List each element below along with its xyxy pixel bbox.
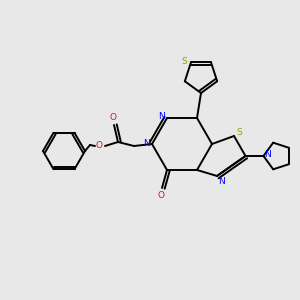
Text: O: O — [110, 113, 116, 122]
Text: O: O — [95, 142, 103, 151]
Text: S: S — [182, 57, 188, 66]
Text: N: N — [143, 140, 150, 148]
Text: O: O — [158, 191, 164, 200]
Text: N: N — [264, 151, 271, 160]
Text: S: S — [237, 128, 242, 137]
Text: N: N — [218, 177, 224, 186]
Text: N: N — [158, 112, 165, 121]
